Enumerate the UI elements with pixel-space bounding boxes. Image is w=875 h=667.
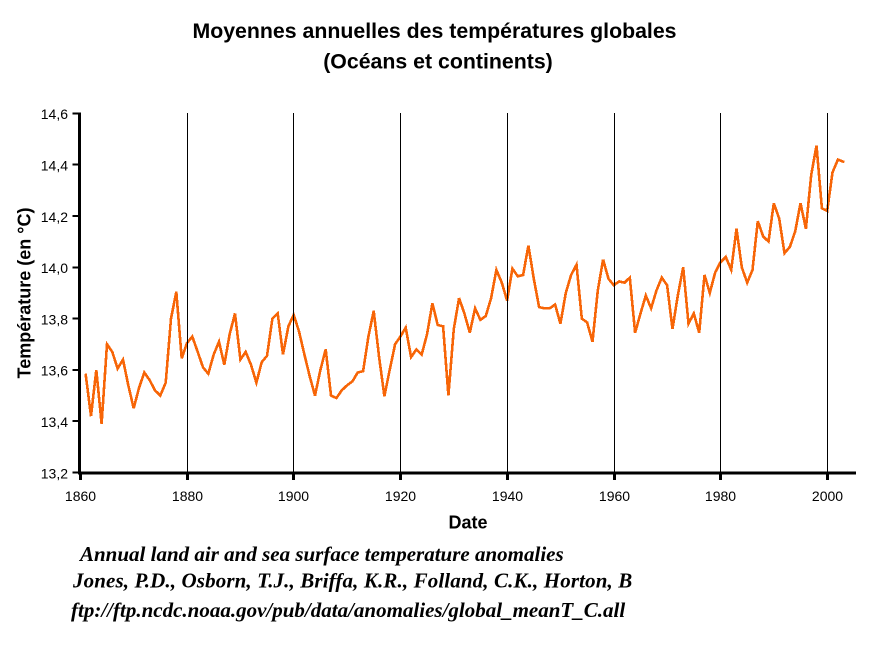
svg-text:Moyennes annuelles des tempéra: Moyennes annuelles des températures glob… bbox=[192, 19, 676, 43]
svg-text:1940: 1940 bbox=[492, 488, 523, 504]
svg-text:1960: 1960 bbox=[599, 488, 630, 504]
svg-text:14,6: 14,6 bbox=[41, 106, 68, 122]
svg-text:ftp://ftp.ncdc.noaa.gov/pub/da: ftp://ftp.ncdc.noaa.gov/pub/data/anomali… bbox=[71, 598, 625, 622]
svg-text:Température (en °C): Température (en °C) bbox=[15, 208, 35, 379]
svg-text:13,2: 13,2 bbox=[41, 465, 68, 481]
svg-text:1920: 1920 bbox=[385, 488, 416, 504]
svg-text:Jones, P.D., Osborn, T.J., Bri: Jones, P.D., Osborn, T.J., Briffa, K.R.,… bbox=[72, 569, 632, 593]
svg-text:(Océans et continents): (Océans et continents) bbox=[323, 50, 553, 74]
svg-text:13,8: 13,8 bbox=[41, 311, 68, 327]
svg-text:14,2: 14,2 bbox=[41, 209, 68, 225]
svg-text:14,4: 14,4 bbox=[41, 158, 68, 174]
svg-text:13,4: 13,4 bbox=[41, 414, 68, 430]
svg-text:Date: Date bbox=[448, 513, 487, 533]
svg-text:1880: 1880 bbox=[172, 488, 203, 504]
svg-text:14,0: 14,0 bbox=[41, 260, 68, 276]
svg-text:1860: 1860 bbox=[65, 488, 96, 504]
svg-text:Annual land air and sea surfac: Annual land air and sea surface temperat… bbox=[78, 542, 564, 566]
svg-text:1900: 1900 bbox=[278, 488, 309, 504]
svg-text:2000: 2000 bbox=[812, 488, 843, 504]
svg-text:1980: 1980 bbox=[705, 488, 736, 504]
svg-text:13,6: 13,6 bbox=[41, 363, 68, 379]
